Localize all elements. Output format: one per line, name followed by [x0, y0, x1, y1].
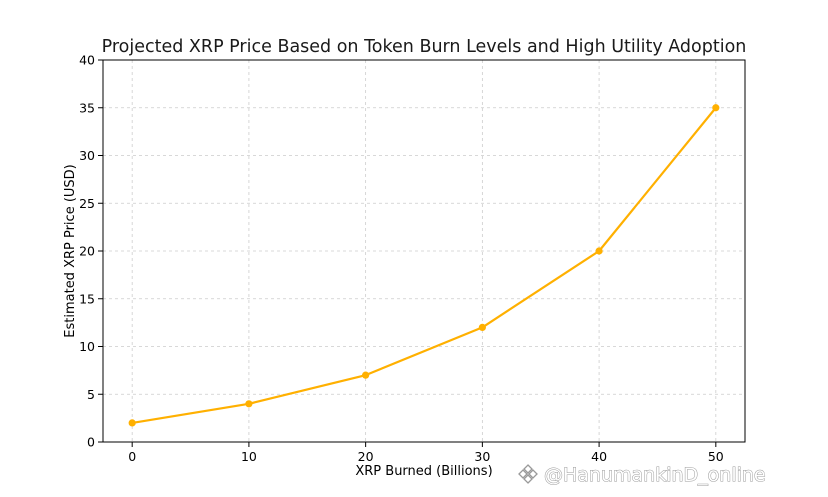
y-tick-label: 40 — [79, 53, 95, 68]
chart-title: Projected XRP Price Based on Token Burn … — [102, 37, 747, 57]
y-tick-label: 25 — [79, 196, 95, 211]
x-tick-label: 20 — [358, 449, 374, 464]
y-tick-label: 35 — [79, 100, 95, 115]
data-point — [595, 247, 603, 255]
watermark: @HanumankinD_online — [518, 464, 766, 487]
series-line — [132, 107, 717, 424]
data-point — [712, 104, 720, 112]
y-tick-label: 10 — [79, 339, 95, 354]
data-point — [478, 323, 486, 331]
data-point — [245, 400, 253, 408]
y-tick-label: 5 — [87, 387, 95, 402]
series-layer — [128, 104, 720, 427]
y-tick-label: 20 — [79, 244, 95, 259]
x-tick-label: 30 — [474, 449, 490, 464]
x-tick-label: 0 — [128, 449, 136, 464]
y-tick-label: 30 — [79, 148, 95, 163]
y-axis-label: Estimated XRP Price (USD) — [63, 164, 78, 337]
data-point — [128, 419, 136, 427]
watermark-text: @HanumankinD_online — [544, 464, 766, 486]
axis-ticks: 0 10 20 30 40 50 0 5 10 15 20 25 30 35 40 — [79, 53, 724, 465]
y-tick-label: 0 — [87, 435, 95, 450]
x-tick-label: 40 — [591, 449, 607, 464]
grid — [103, 59, 745, 443]
binance-logo-icon — [518, 464, 538, 484]
x-tick-label: 10 — [241, 449, 257, 464]
x-axis-label: XRP Burned (Billions) — [355, 464, 492, 479]
y-tick-label: 15 — [79, 291, 95, 306]
x-tick-label: 50 — [708, 449, 724, 464]
data-point — [362, 371, 370, 379]
